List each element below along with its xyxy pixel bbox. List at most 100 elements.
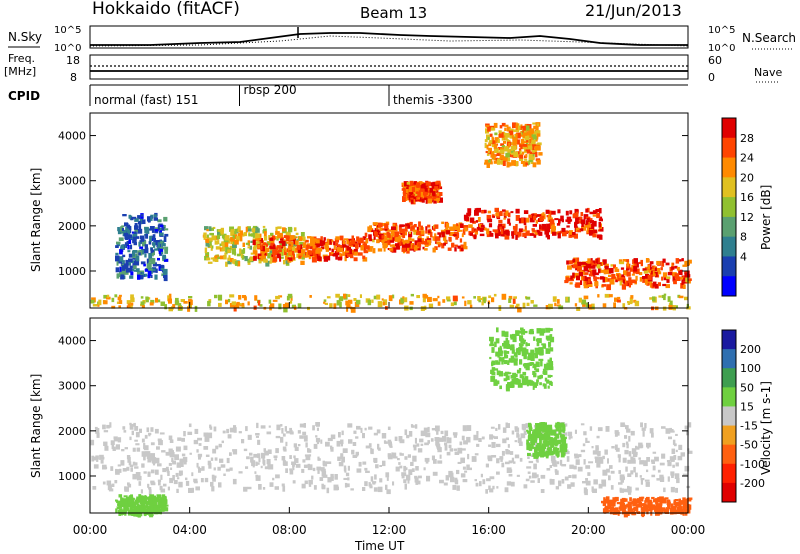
velocity-heatmap [91, 327, 693, 517]
velocity-cell [142, 500, 145, 504]
power-cell [383, 302, 386, 306]
power-cell [433, 236, 435, 241]
power-cell [161, 302, 166, 307]
velocity-cell [244, 449, 247, 451]
power-cell [290, 301, 292, 304]
power-cell [152, 242, 156, 246]
velocity-cell [356, 426, 361, 430]
power-cell [561, 228, 565, 232]
power-cell [382, 235, 385, 239]
power-cell [552, 232, 557, 236]
velocity-cell [437, 447, 441, 452]
power-cell [375, 232, 378, 237]
power-cell [195, 306, 198, 312]
velocity-cell [500, 459, 503, 462]
velocity-cell [275, 448, 279, 453]
power-cell [655, 268, 657, 272]
velocity-cell [270, 482, 274, 487]
velocity-cell [221, 464, 226, 467]
velocity-cell [222, 441, 224, 444]
power-cell [168, 299, 172, 304]
velocity-cell [536, 340, 541, 342]
power-cell [122, 255, 125, 257]
velocity-cell [549, 429, 552, 434]
power-cell [498, 139, 500, 143]
velocity-cell [660, 463, 665, 466]
velocity-cell [646, 470, 648, 473]
velocity-cell [327, 488, 330, 494]
velocity-cell [490, 370, 494, 374]
velocity-cell [187, 432, 192, 435]
velocity-cell [205, 436, 210, 442]
power-cell [324, 256, 328, 262]
power-cell [504, 125, 508, 127]
velocity-cell [525, 342, 527, 346]
power-cell [439, 235, 442, 238]
power-cell [301, 232, 305, 237]
power-cell [367, 226, 371, 232]
velocity-cell [283, 449, 286, 452]
power-cell [211, 228, 214, 231]
power-cell [116, 267, 120, 272]
velocity-cell [267, 459, 271, 464]
velocity-cell [419, 439, 423, 443]
power-cell [403, 192, 406, 197]
power-cell [456, 223, 458, 226]
velocity-cell [337, 441, 340, 446]
power-cell [215, 240, 218, 244]
power-cell [148, 269, 153, 271]
power-cell [142, 219, 145, 224]
velocity-cell [212, 475, 215, 480]
power-cell [333, 241, 335, 245]
power-cell [246, 243, 250, 245]
power-cell [243, 243, 246, 247]
power-cell [513, 299, 516, 304]
velocity-cell [223, 431, 226, 434]
power-cell [537, 133, 541, 136]
velocity-cell [327, 477, 331, 482]
velocity-cell [615, 497, 619, 501]
velocity-cell [314, 444, 318, 449]
velocity-cell [203, 446, 208, 450]
velocity-cell [215, 446, 218, 450]
power-cell [244, 256, 247, 261]
colorbar-tick-label: 8 [740, 231, 747, 244]
power-cell [356, 300, 360, 305]
velocity-cell [307, 448, 310, 452]
power-cell [264, 236, 267, 241]
velocity-cell [675, 488, 678, 493]
power-cell [470, 305, 472, 308]
velocity-cell [586, 441, 590, 443]
power-cell [446, 223, 449, 228]
velocity-cell [543, 383, 546, 386]
power-cell [263, 246, 265, 252]
velocity-cell [166, 467, 169, 472]
velocity-cell [518, 351, 521, 355]
power-cell [258, 300, 260, 305]
power-cell [209, 241, 211, 246]
velocity-cell [667, 502, 671, 507]
power-cell [154, 217, 158, 220]
velocity-cell [114, 436, 118, 439]
power-cell [495, 233, 499, 239]
power-cell [423, 192, 427, 196]
velocity-cell [411, 424, 413, 427]
velocity-cell [651, 433, 654, 438]
power-cell [122, 214, 127, 216]
power-cell [257, 245, 260, 249]
velocity-cell [118, 505, 122, 508]
power-cell [533, 126, 536, 130]
power-cell [269, 246, 271, 249]
velocity-cell [362, 462, 366, 465]
power-cell [209, 233, 214, 236]
power-cell [129, 215, 132, 219]
velocity-cell [274, 455, 278, 458]
velocity-cell [562, 448, 566, 452]
velocity-cell [233, 479, 237, 484]
power-cell [300, 261, 304, 265]
velocity-cell [556, 486, 559, 489]
power-cell [300, 244, 302, 248]
velocity-cell [109, 488, 113, 491]
velocity-cell [643, 460, 648, 466]
colorbar-tick-label: 20 [740, 171, 754, 184]
